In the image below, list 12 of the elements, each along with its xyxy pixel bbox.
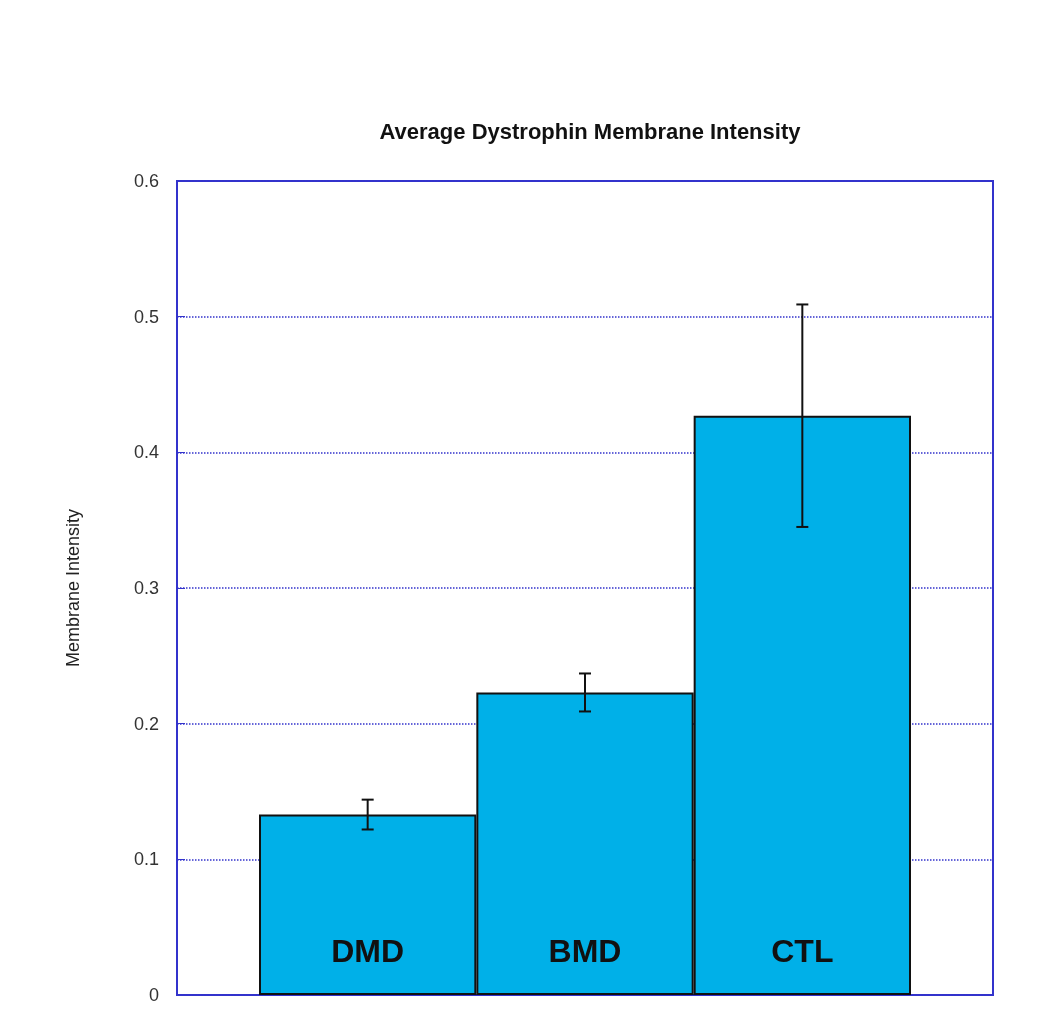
- y-tick-label: 0.3: [133, 578, 159, 598]
- x-tick-label: DMD: [331, 933, 405, 969]
- y-tick-label: 0.5: [133, 306, 159, 327]
- chart-title: Average Dystrophin Membrane Intensity: [379, 118, 802, 144]
- y-tick-label: 0.4: [133, 442, 159, 463]
- y-axis-title: Membrane Intensity: [63, 508, 83, 668]
- y-tick-label: 0: [148, 985, 159, 1005]
- x-tick-label: BMD: [548, 933, 622, 969]
- y-tick-label: 0.6: [133, 171, 159, 191]
- x-tick-label: CTL: [771, 933, 834, 969]
- y-tick-label: 0.1: [133, 849, 159, 870]
- y-tick-label: 0.2: [133, 713, 159, 734]
